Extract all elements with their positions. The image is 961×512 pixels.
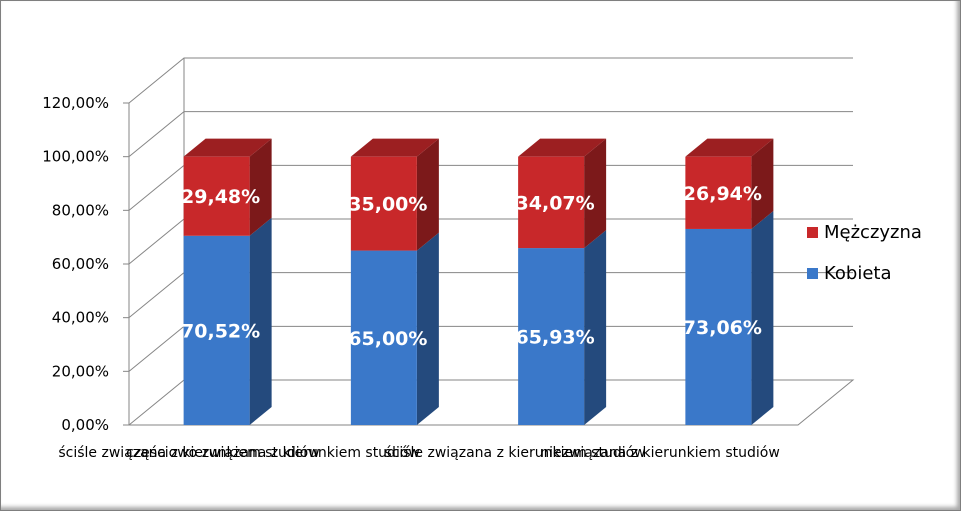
x-category-label: ściśle związana z kierunkiem studiów xyxy=(58,445,319,461)
legend-swatch xyxy=(807,268,818,279)
data-label: 26,94% xyxy=(683,183,762,205)
bar-side xyxy=(416,138,439,251)
y-tick-label: 80,00% xyxy=(52,201,109,219)
y-tick-label: 0,00% xyxy=(61,416,109,434)
data-label: 73,06% xyxy=(683,317,762,339)
bar-front xyxy=(518,248,585,425)
data-label: 35,00% xyxy=(348,194,427,216)
x-category-label: ściśle związana z kierunkiem studiów xyxy=(384,445,645,461)
gridline xyxy=(128,57,853,104)
y-tick-label: 120,00% xyxy=(42,94,109,112)
y-axis-tick-labels: 0,00% 20,00% 40,00% 60,00% 80,00% 100,00% 120,… xyxy=(42,94,129,434)
bar-side xyxy=(584,138,607,249)
bar-front xyxy=(350,156,417,251)
bar-segment-mężczyzna: 34,07% xyxy=(516,138,607,249)
data-label: 65,93% xyxy=(516,327,595,349)
x-category-label: częściowo związana z kierunkiem studiów xyxy=(126,445,420,461)
x-category-label: niezwiązana z kierunkiem studiów xyxy=(540,445,780,461)
bar-front xyxy=(183,235,250,425)
bar-segment-kobieta: 65,93% xyxy=(516,230,607,425)
bar-segment-mężczyzna: 29,48% xyxy=(181,138,272,236)
bar-segment-kobieta: 70,52% xyxy=(181,217,272,425)
y-tick-label: 100,00% xyxy=(42,148,109,166)
bar-segment-mężczyzna: 26,94% xyxy=(683,138,774,229)
gridline xyxy=(128,111,853,158)
data-label: 34,07% xyxy=(516,192,595,214)
legend: Mężczyzna Kobieta xyxy=(807,222,922,284)
bars: 70,52% 29,48% 65,00% 35,00% 65,93% 34,07% 73,0… xyxy=(181,138,774,425)
legend-label: Kobieta xyxy=(824,263,892,284)
data-label: 65,00% xyxy=(348,328,427,350)
y-tick-label: 40,00% xyxy=(52,309,109,327)
bar-side xyxy=(249,138,272,236)
bar-side xyxy=(751,210,774,425)
bar-top xyxy=(685,138,774,157)
legend-label: Mężczyzna xyxy=(824,222,922,243)
y-tick-label: 20,00% xyxy=(52,362,109,380)
bar-side xyxy=(584,230,607,425)
bar-front xyxy=(350,250,417,425)
data-label: 70,52% xyxy=(181,320,260,342)
bar-front xyxy=(518,156,585,249)
bar-front xyxy=(183,156,250,236)
bar-segment-kobieta: 65,00% xyxy=(348,232,439,425)
bar-top xyxy=(518,138,607,157)
bar-segment-kobieta: 73,06% xyxy=(683,210,774,425)
bar-front xyxy=(685,156,752,229)
y-tick-label: 60,00% xyxy=(52,255,109,273)
bar-front xyxy=(685,228,752,425)
bar-side xyxy=(416,232,439,425)
data-label: 29,48% xyxy=(181,186,260,208)
bar-top xyxy=(350,138,439,157)
x-axis-category-labels: ściśle związana z kierunkiem studiówczęś… xyxy=(58,445,779,461)
bar-top xyxy=(183,138,272,157)
legend-swatch xyxy=(807,227,818,238)
bar-side xyxy=(249,217,272,425)
bar-side xyxy=(751,138,774,229)
bar-segment-mężczyzna: 35,00% xyxy=(348,138,439,251)
